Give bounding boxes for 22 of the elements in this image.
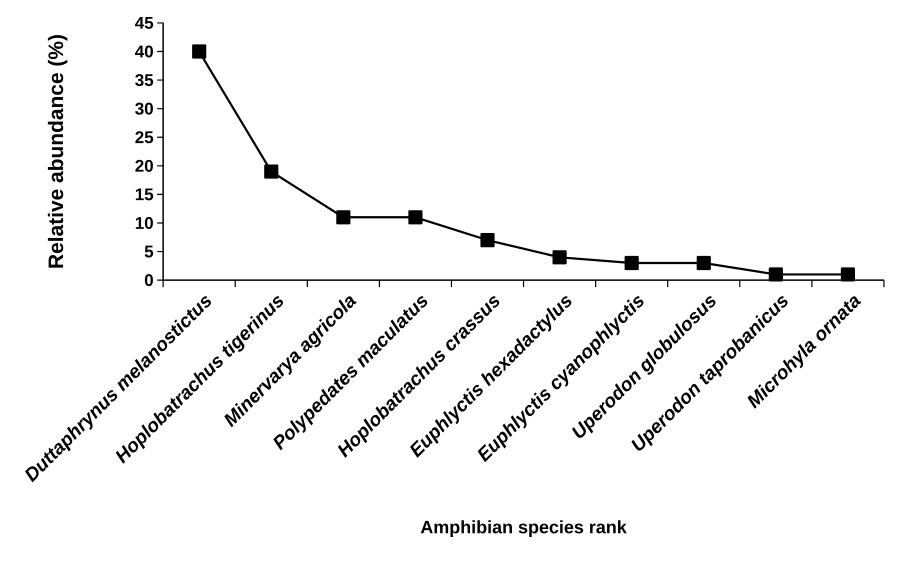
y-tick-label: 5 — [144, 246, 154, 258]
point — [264, 164, 278, 179]
y-tick-label: 15 — [136, 188, 154, 200]
point — [408, 210, 423, 224]
x-axis-title: Amphibian species rank — [420, 520, 627, 537]
point — [480, 232, 495, 248]
point — [336, 210, 350, 224]
point — [552, 250, 567, 264]
y-tick-label: 20 — [135, 160, 153, 172]
y-tick-label: 25 — [135, 131, 154, 144]
y-axis-title: Relative abundance (%) — [48, 34, 68, 268]
y-tick-label: 40 — [135, 45, 153, 58]
point — [840, 267, 856, 282]
point — [768, 267, 783, 282]
y-tick-label: 0 — [144, 274, 153, 286]
point — [624, 256, 639, 270]
y-tick-label: 45 — [135, 16, 154, 29]
y-tick-label: 10 — [136, 216, 153, 229]
point — [696, 256, 711, 270]
point — [192, 44, 206, 58]
y-tick-label: 30 — [135, 102, 153, 115]
y-tick-label: 35 — [135, 74, 154, 86]
